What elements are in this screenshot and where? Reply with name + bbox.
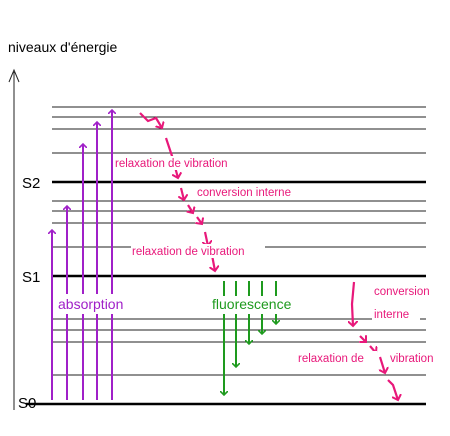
level-label-s2: S2 — [22, 175, 40, 192]
absorption-label: absorption — [58, 296, 123, 312]
relax3-bg-b — [389, 351, 445, 365]
interne2-bg — [372, 307, 420, 321]
relax1-bg — [114, 156, 246, 170]
conversion-label-2: conversion — [374, 286, 430, 298]
interne-label-2: interne — [374, 309, 409, 321]
relaxation-vibration-label-3b: vibration — [390, 353, 433, 365]
s1-sublevels — [52, 200, 426, 248]
relax2-bg — [131, 244, 265, 258]
energy-axis — [8, 68, 20, 410]
relaxation-vibration-label-2: relaxation de vibration — [132, 246, 245, 258]
relaxation-vibration-label-1: relaxation de vibration — [115, 158, 228, 170]
absorption-label-bg — [54, 294, 130, 314]
s2-sublevels — [52, 106, 426, 154]
level-label-s1: S1 — [22, 269, 40, 286]
conv1-bg — [196, 185, 306, 199]
nonradiative-path-s1-s0 — [352, 281, 398, 400]
fluorescence-label-bg — [210, 296, 300, 314]
relax3-bg-a — [297, 351, 377, 365]
fluorescence-label: fluorescence — [212, 296, 292, 312]
relaxation-vibration-label-3a: relaxation de — [298, 353, 364, 365]
conversion-interne-label-1: conversion interne — [197, 187, 291, 199]
axis-title: niveaux d'énergie — [8, 39, 118, 55]
level-label-s0: S0 — [18, 395, 36, 412]
